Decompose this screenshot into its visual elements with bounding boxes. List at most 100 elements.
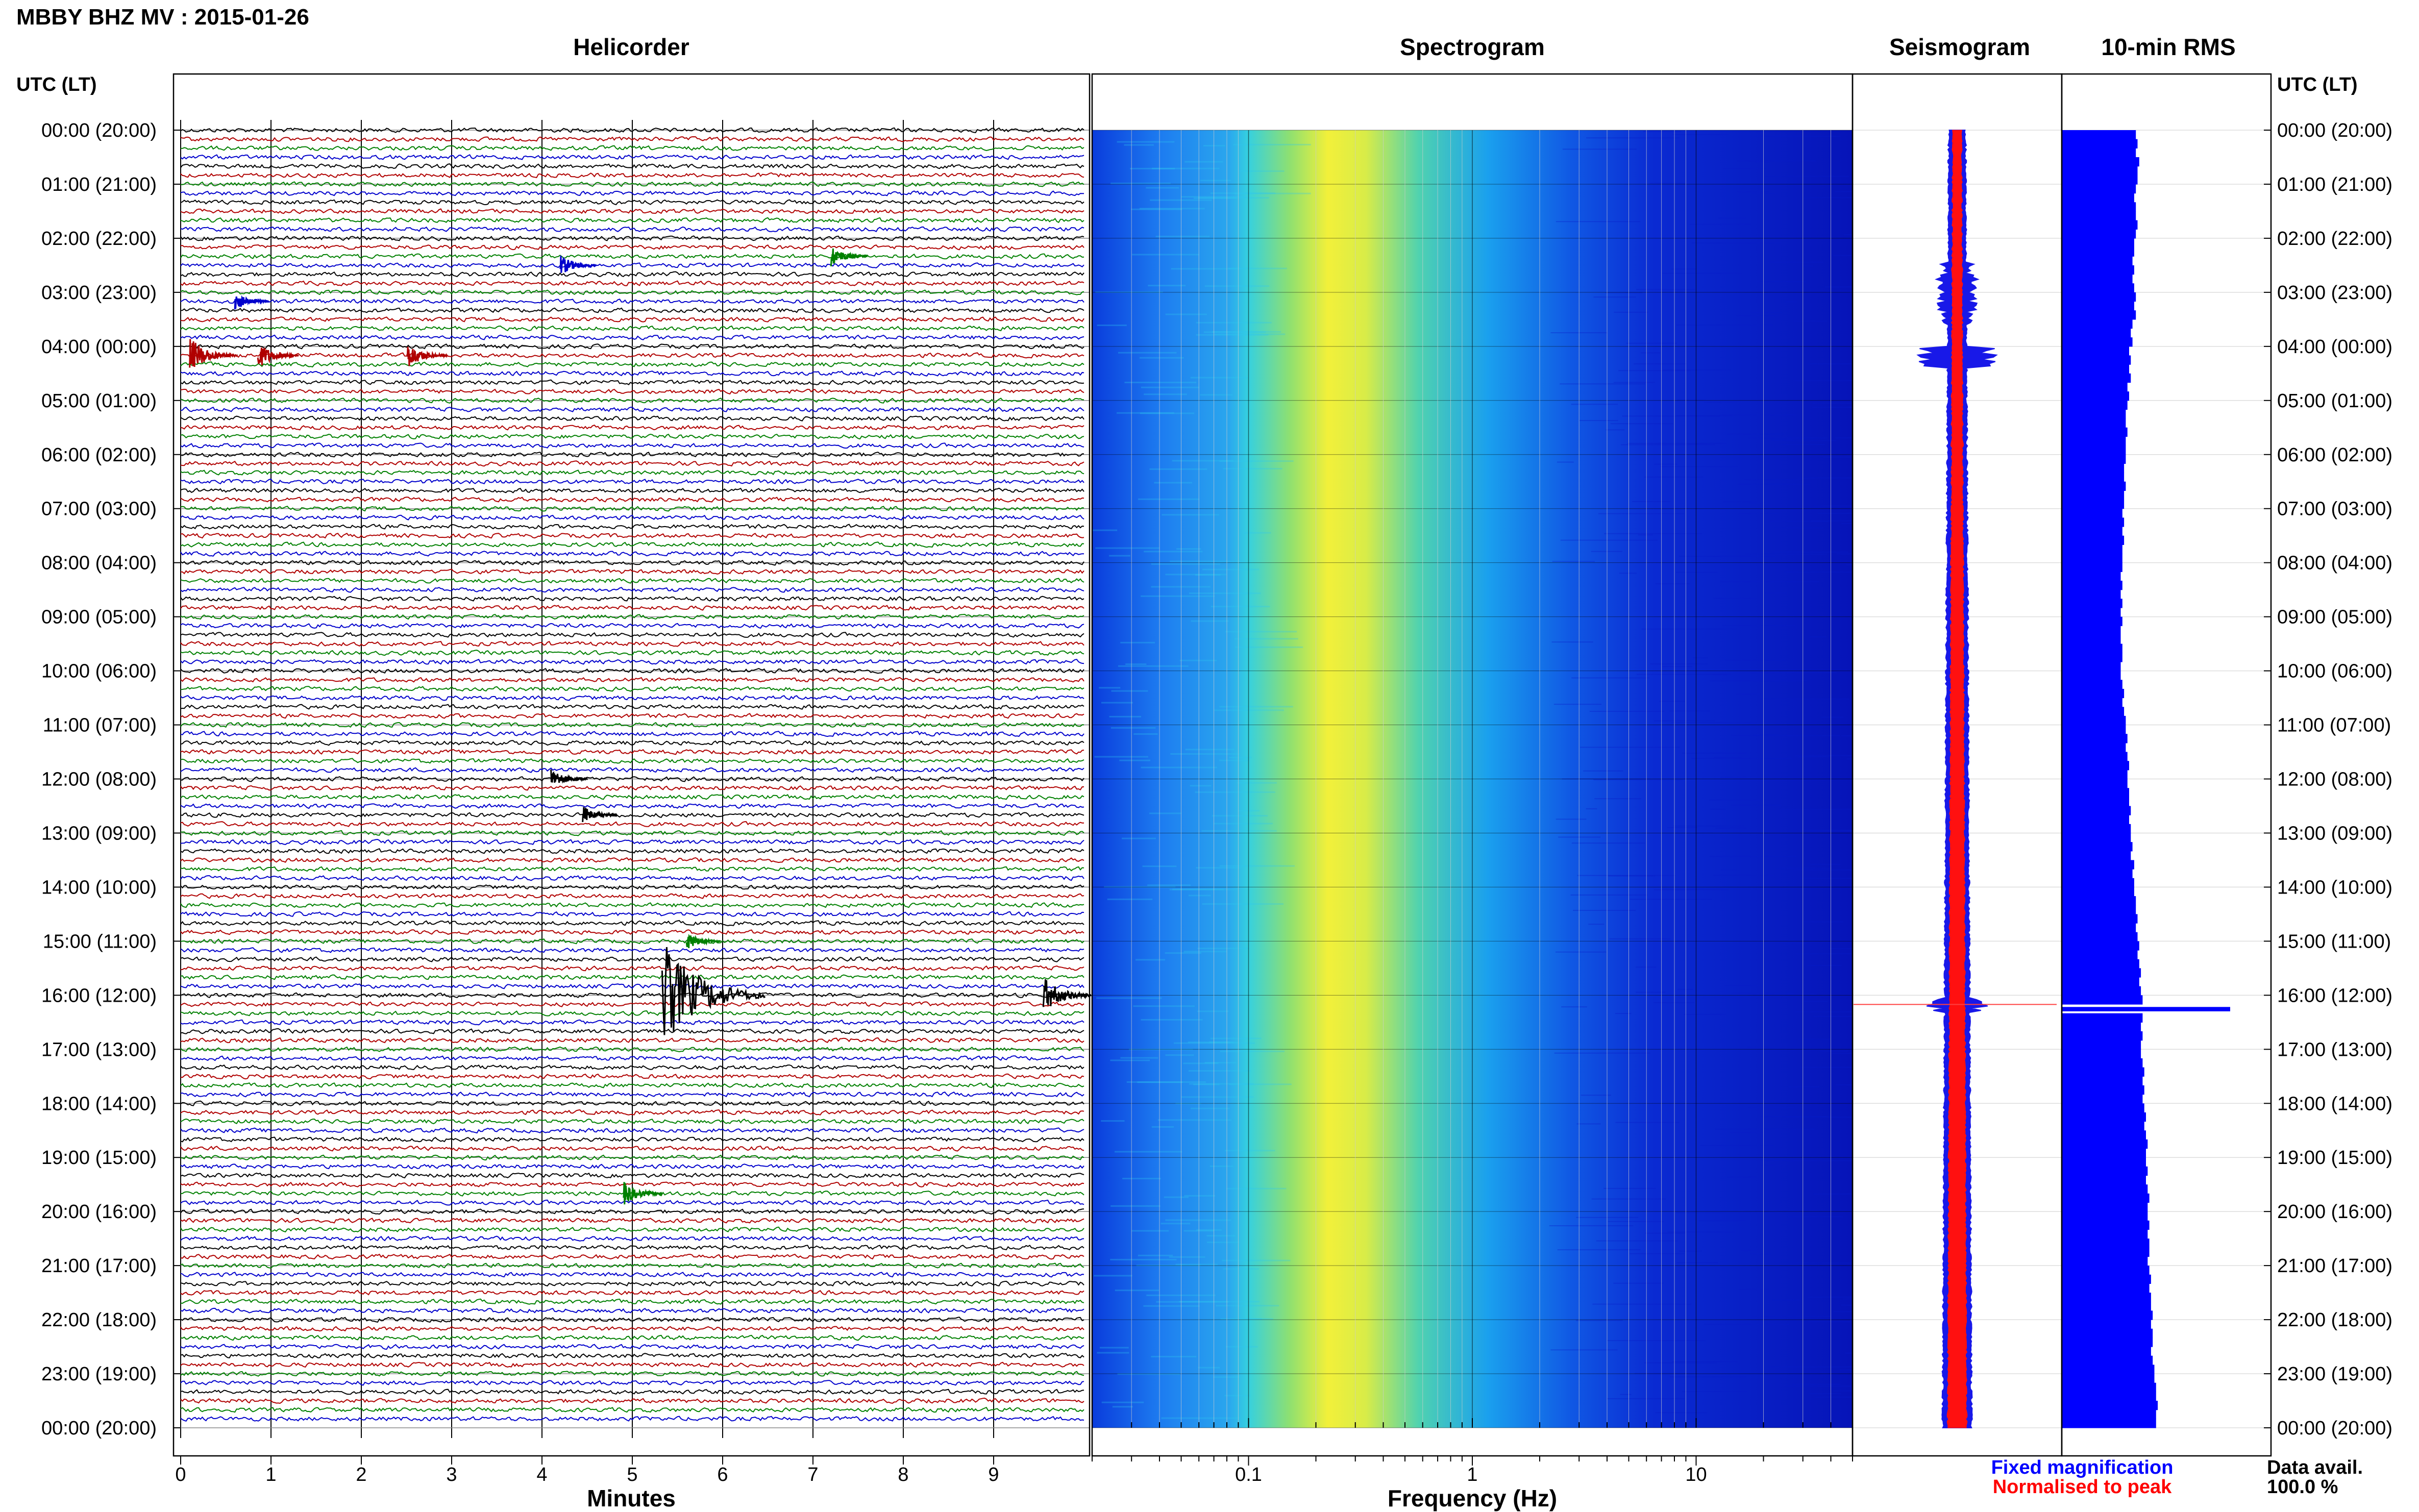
spectrogram-texture-stripe [1141,766,1218,769]
spectrogram-texture-stripe [1774,527,1824,529]
time-label-left: 16:00 (12:00) [41,985,157,1006]
spectrogram-texture-stripe [1713,875,1774,876]
time-label-left: 23:00 (19:00) [41,1364,157,1385]
spectrogram-texture-stripe [1798,756,1829,757]
rms-bar [2062,977,2139,987]
spectrogram-texture-stripe [1704,1324,1790,1325]
rms-bar [2062,463,2125,473]
helicorder-trace-line [180,280,1084,286]
rms-bar [2062,1328,2153,1338]
spectrogram-texture-stripe [1803,1001,1828,1002]
spectrogram-texture-stripe [1604,533,1702,534]
spectrogram-texture-stripe [1771,440,1837,441]
helicorder-trace-line [180,253,1084,260]
helicorder-trace-line [180,289,1084,295]
time-label-right: 22:00 (18:00) [2277,1309,2392,1331]
helicorder-trace-line [180,524,1084,530]
spectrogram-texture-stripe [1161,1223,1191,1225]
rms-panel [2062,130,2271,1428]
spectrogram-texture-stripe [1128,1049,1193,1051]
spectrogram-texture-stripe [1190,785,1212,787]
spectrogram-texture-stripe [1117,141,1175,143]
rms-bar [2062,1337,2153,1347]
helicorder-trace-line [180,623,1084,629]
spectrogram-texture-stripe [1636,674,1732,675]
rms-bars [2062,130,2230,1428]
rms-bar [2062,274,2133,284]
spectrogram-texture-stripe [1096,997,1162,999]
rms-bar [2062,418,2126,428]
spectrogram-texture-stripe [1109,715,1141,717]
rms-bar [2062,1022,2141,1032]
spectrogram-texture-stripe [1126,1081,1206,1083]
rms-bar [2062,175,2138,185]
time-label-left: 17:00 (13:00) [41,1039,157,1060]
spectrogram-texture-stripe [1750,1253,1771,1255]
spectrogram-texture-stripe [1776,867,1832,869]
helicorder-trace-line [180,613,1084,620]
helicorder-event-waveform [189,339,238,368]
helicorder-trace-line [180,560,1084,566]
spectrogram-texture-stripe [1169,1256,1205,1258]
rms-bar [2062,734,2128,743]
spectrogram-texture-stripe [1228,267,1287,269]
spectrogram-texture-stripe [1144,551,1203,553]
spectrogram-texture-stripe [1815,1396,1853,1398]
spectrogram-texture-stripe [1732,993,1794,994]
spectrogram-texture-stripe [1795,1011,1853,1012]
spectrogram-texture-stripe [1556,951,1607,953]
rms-bar [2062,905,2136,914]
spectrogram-texture-stripe [1682,752,1747,754]
rms-bar [2062,607,2121,617]
spectrogram-texture-stripe [1797,477,1853,479]
helicorder-trace-line [180,632,1084,638]
spectrogram-texture-stripe [1119,759,1151,761]
spectrogram-texture-stripe [1785,301,1797,303]
spectrogram-texture-stripe [1753,734,1779,735]
seismogram-panel [1853,130,2062,1428]
spectrogram-texture-stripe [1591,551,1622,552]
helicorder-title: Helicorder [573,34,689,60]
helicorder-trace-line [180,163,1084,169]
helicorder-trace-line [180,1298,1084,1305]
spectrogram-texture-stripe [1125,663,1147,665]
spectrogram-texture-stripe [1122,1178,1161,1180]
spectrogram-texture [1092,131,1853,1428]
rms-bar [2062,373,2131,383]
helicorder-trace-line [180,442,1084,449]
spectrogram-texture-stripe [1845,564,1853,565]
time-label-left: 10:00 (06:00) [41,661,157,682]
time-label-right: 00:00 (20:00) [2277,120,2392,141]
spectrogram-texture-stripe [1677,1262,1718,1263]
spectrogram-texture-stripe [1172,460,1234,462]
spectrogram-texture-stripe [1833,1311,1853,1312]
spectrogram-texture-stripe [1799,830,1853,831]
rms-bar [2062,1085,2144,1095]
spectrogram-texture-stripe [1243,532,1271,534]
spectrogram-texture-stripe [1750,672,1837,674]
spectrogram-texture-stripe [1162,514,1219,516]
spectrogram-texture-stripe [1593,296,1636,298]
helicorder-trace-line [180,1280,1084,1287]
spectrogram-texture-stripe [1792,1383,1841,1385]
rms-bar [2062,1202,2148,1212]
helicorder-trace-line [180,469,1084,476]
spectrogram-texture-stripe [1808,1321,1850,1323]
spectrogram-texture-stripe [1835,437,1853,439]
spectrogram-texture-stripe [1752,193,1778,194]
spectrogram-texture-stripe [1165,313,1207,315]
spectrogram-texture-stripe [1693,657,1708,659]
helicorder-trace-line [180,686,1084,692]
rms-bar [2062,815,2129,825]
rms-bar [2062,1211,2148,1221]
rms-bar [2062,166,2138,176]
spectrogram-texture-stripe [1800,1067,1853,1068]
spectrogram-texture-stripe [1148,285,1186,287]
spectrogram-texture-stripe [1146,187,1179,189]
spectrogram-texture-stripe [1649,183,1686,184]
helicorder-event-waveform [661,947,766,1035]
time-label-right: 05:00 (01:00) [2277,390,2392,412]
spectrogram-texture-stripe [1726,1176,1758,1178]
time-label-right: 13:00 (09:00) [2277,823,2392,844]
